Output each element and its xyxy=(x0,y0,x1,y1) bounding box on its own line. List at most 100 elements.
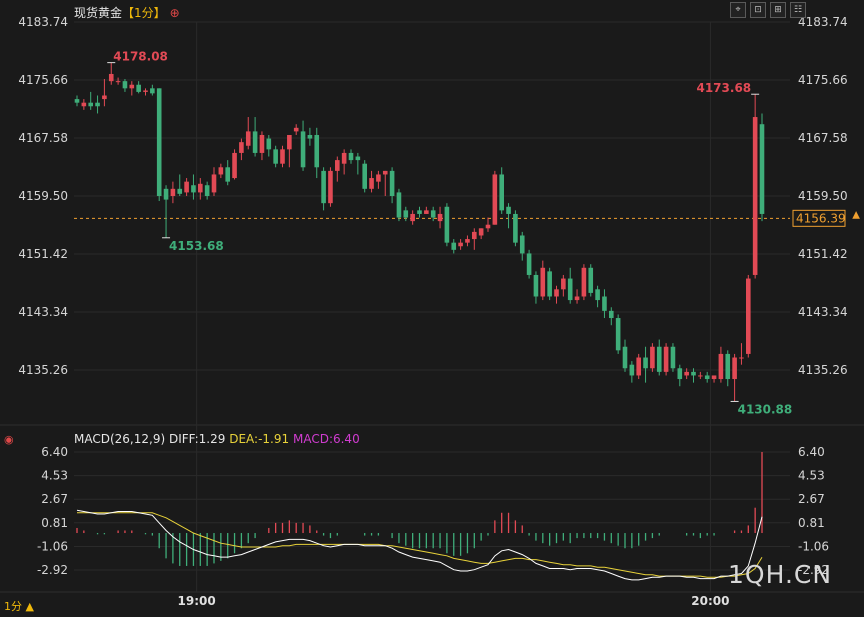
candle-body xyxy=(519,235,525,254)
candle-body xyxy=(136,84,141,92)
candle-body xyxy=(314,134,320,168)
candle-body xyxy=(108,73,114,82)
price-axis-label-right: 4183.74 xyxy=(798,15,848,29)
candle-body xyxy=(567,278,573,301)
dea-value: DEA:-1.91 xyxy=(229,432,290,446)
candle-body xyxy=(273,149,278,164)
price-axis-label-right: 4135.26 xyxy=(798,363,848,377)
chart-header: 现货黄金【1分】 ⊕ xyxy=(74,4,180,21)
price-axis-label-left: 4175.66 xyxy=(18,73,68,87)
candle-body xyxy=(129,84,135,89)
price-axis-label-right: 4143.34 xyxy=(798,305,848,319)
candle-body xyxy=(328,170,333,204)
extreme-price-label: 4153.68 xyxy=(169,239,224,253)
candle-body xyxy=(554,289,559,297)
indicator-target-icon[interactable]: ◉ xyxy=(4,433,14,446)
candle-body xyxy=(266,138,272,150)
time-axis-label: 20:00 xyxy=(691,594,729,608)
candle-body xyxy=(293,127,299,132)
candle-body xyxy=(615,318,621,351)
candle-body xyxy=(698,375,703,377)
candle-body xyxy=(81,102,87,107)
candle-body xyxy=(211,174,217,193)
price-axis-label-right: 4159.50 xyxy=(798,189,848,203)
candle-body xyxy=(259,134,265,153)
candle-body xyxy=(198,183,203,193)
settings-icon[interactable]: ☷ xyxy=(790,2,806,18)
fit-icon[interactable]: ⊡ xyxy=(750,2,766,18)
candle-body xyxy=(115,81,121,83)
candle-body xyxy=(280,149,285,164)
time-axis-label: 19:00 xyxy=(178,594,216,608)
zoom-icon[interactable]: ⊞ xyxy=(770,2,786,18)
add-indicator-icon[interactable]: ⊕ xyxy=(169,6,180,20)
candle-body xyxy=(561,278,566,290)
price-axis-label-left: 4167.58 xyxy=(18,131,68,145)
price-axis-label-left: 4143.34 xyxy=(18,305,68,319)
candle-body xyxy=(163,188,169,200)
price-axis-label-left: 4135.26 xyxy=(18,363,68,377)
chart-toolbar: ⌖ ⊡ ⊞ ☷ xyxy=(730,2,806,18)
candle-body xyxy=(287,134,292,150)
macd-axis-label-right: 6.40 xyxy=(798,445,825,459)
candle-body xyxy=(485,224,491,229)
candle-body xyxy=(437,213,443,222)
extreme-price-label: 4173.68 xyxy=(696,81,751,95)
candle-body xyxy=(396,192,402,218)
candle-body xyxy=(492,174,498,225)
period-footer[interactable]: 1分 ▲ xyxy=(4,600,34,613)
candle-body xyxy=(677,368,683,380)
macd-axis-label-right: 2.67 xyxy=(798,492,825,506)
candle-body xyxy=(478,228,484,236)
candle-body xyxy=(444,206,450,243)
candle-body xyxy=(533,274,539,297)
candle-body xyxy=(143,90,148,92)
candle-body xyxy=(218,167,224,175)
macd-axis-label-right: 0.81 xyxy=(798,516,825,530)
indicator-legend[interactable]: MACD(26,12,9) DIFF:1.29 DEA:-1.91 MACD:6… xyxy=(74,432,360,446)
extreme-price-label: 4130.88 xyxy=(738,402,793,416)
macd-axis-label-left: -1.06 xyxy=(37,539,68,553)
macd-axis-label-right: -1.06 xyxy=(798,539,829,553)
candle-body xyxy=(643,357,648,369)
price-axis-label-right: 4175.66 xyxy=(798,73,848,87)
extreme-price-label: 4178.08 xyxy=(113,50,168,64)
candle-body xyxy=(752,117,758,275)
candle-body xyxy=(670,346,676,369)
candle-body xyxy=(451,242,457,250)
candle-body xyxy=(335,160,340,171)
candle-body xyxy=(321,170,326,204)
macd-axis-label-right: -2.92 xyxy=(798,563,829,577)
candle-body xyxy=(362,163,367,189)
candle-body xyxy=(177,188,183,194)
candle-body xyxy=(245,131,251,146)
crosshair-icon[interactable]: ⌖ xyxy=(730,2,746,18)
candle-body xyxy=(718,353,724,380)
price-axis-label-left: 4183.74 xyxy=(18,15,68,29)
macd-axis-label-left: 4.53 xyxy=(41,469,68,483)
candle-body xyxy=(636,357,641,376)
candle-body xyxy=(732,357,737,380)
candle-body xyxy=(122,81,128,89)
candle-body xyxy=(307,134,313,139)
candle-body xyxy=(650,346,655,369)
candle-body xyxy=(622,346,628,369)
candle-body xyxy=(704,375,710,380)
candle-body xyxy=(389,170,395,196)
period-label[interactable]: 【1分】 xyxy=(122,6,166,20)
candle-body xyxy=(300,131,306,168)
candle-body xyxy=(547,271,552,297)
candle-body xyxy=(150,88,155,94)
price-axis-label-left: 4159.50 xyxy=(18,189,68,203)
candle-body xyxy=(526,253,532,275)
candle-body xyxy=(102,95,107,100)
candle-body xyxy=(540,267,546,297)
macd-axis-label-left: 0.81 xyxy=(41,516,68,530)
candle-body xyxy=(581,267,587,297)
candle-body xyxy=(691,371,696,376)
current-price-arrow-icon: ▲ xyxy=(852,209,860,220)
candle-body xyxy=(410,213,415,222)
candle-body xyxy=(684,371,689,376)
